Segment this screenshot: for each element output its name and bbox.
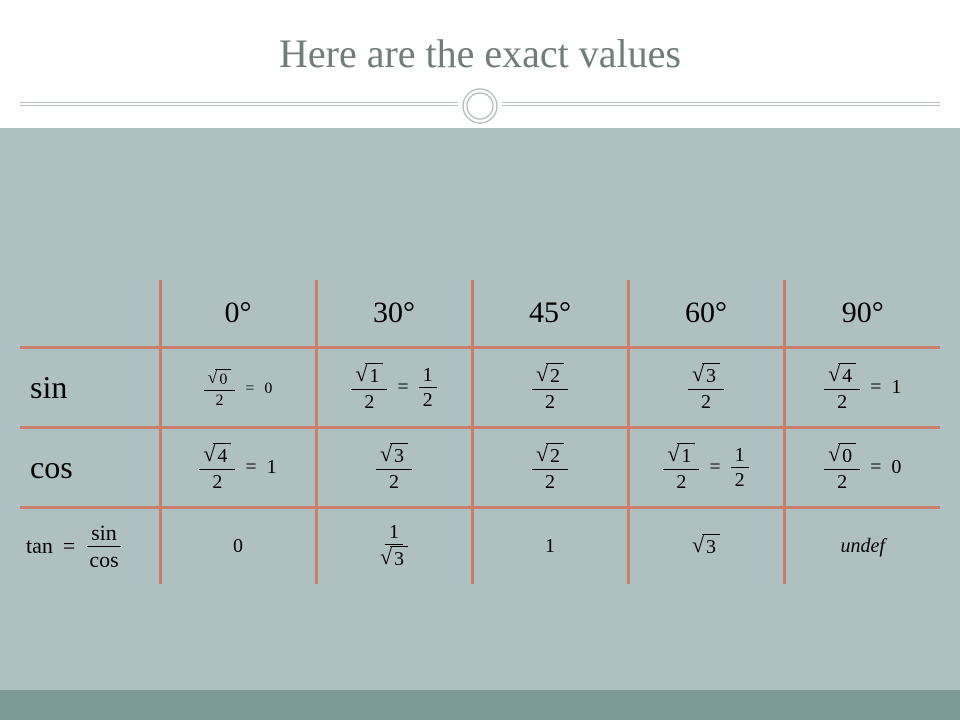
tan-frac-num: sin (87, 521, 121, 547)
cell: √42=1 (160, 428, 316, 508)
tan-frac-den: cos (85, 547, 122, 572)
cell: √22 (472, 428, 628, 508)
col-header: 60° (628, 280, 784, 348)
col-header: 0° (160, 280, 316, 348)
cell: √42=1 (784, 348, 940, 428)
trig-table: 0° 30° 45° 60° 90° sin √02=0 √12=12 √22 … (20, 280, 940, 584)
cell: √02=0 (160, 348, 316, 428)
cell: 0 (160, 508, 316, 584)
col-header: 30° (316, 280, 472, 348)
row-label-cos: cos (20, 428, 160, 508)
row-label-sin: sin (20, 348, 160, 428)
table-corner-cell (20, 280, 160, 348)
cell: 1√3 (316, 508, 472, 584)
col-header: 45° (472, 280, 628, 348)
cell: √12=12 (628, 428, 784, 508)
table-header-row: 0° 30° 45° 60° 90° (20, 280, 940, 348)
header-circle-ornament (458, 84, 502, 128)
row-label-tan: tan = sin cos (20, 508, 160, 584)
cell: √02=0 (784, 428, 940, 508)
cell: √12=12 (316, 348, 472, 428)
table-row-sin: sin √02=0 √12=12 √22 √32 √42=1 (20, 348, 940, 428)
trig-values-table: 0° 30° 45° 60° 90° sin √02=0 √12=12 √22 … (20, 280, 940, 584)
slide-title: Here are the exact values (0, 0, 960, 77)
cell: √3 (628, 508, 784, 584)
tan-label-text: tan (26, 533, 53, 559)
table-row-cos: cos √42=1 √32 √22 √12=12 √02=0 (20, 428, 940, 508)
cell: √32 (316, 428, 472, 508)
table-row-tan: tan = sin cos 0 1√3 1 √3 undef (20, 508, 940, 584)
slide-bottom-bar (0, 690, 960, 720)
cell: √32 (628, 348, 784, 428)
col-header: 90° (784, 280, 940, 348)
cell: 1 (472, 508, 628, 584)
cell: undef (784, 508, 940, 584)
cell: √22 (472, 348, 628, 428)
slide-header: Here are the exact values (0, 0, 960, 128)
